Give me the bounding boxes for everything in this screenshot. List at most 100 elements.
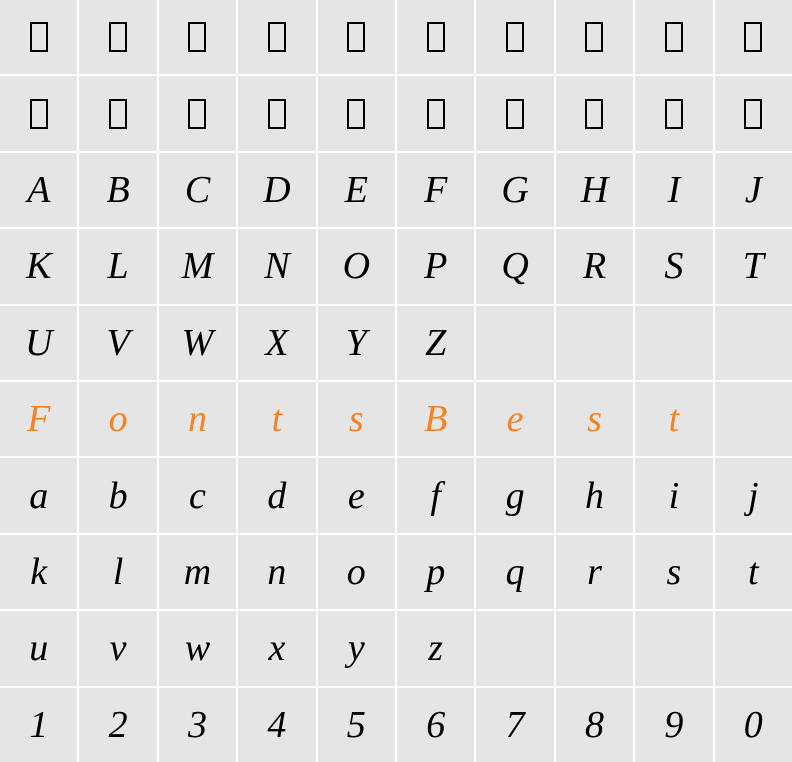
missing-glyph-icon — [268, 99, 286, 129]
glyph-cell: S — [635, 229, 712, 303]
missing-glyph-icon — [506, 22, 524, 52]
glyph-cell: t — [715, 535, 792, 609]
missing-glyph-icon — [744, 99, 762, 129]
glyph-char: C — [185, 168, 210, 212]
missing-glyph-icon — [268, 22, 286, 52]
glyph-cell — [476, 76, 553, 150]
glyph-cell — [715, 382, 792, 456]
missing-glyph-icon — [427, 99, 445, 129]
glyph-char-accent: t — [669, 397, 680, 441]
glyph-char: w — [185, 626, 210, 670]
glyph-char: o — [347, 550, 366, 594]
glyph-cell — [476, 306, 553, 380]
glyph-cell: o — [79, 382, 156, 456]
glyph-char: g — [506, 474, 525, 518]
glyph-char-accent: B — [424, 397, 447, 441]
glyph-cell — [715, 76, 792, 150]
glyph-cell — [635, 76, 712, 150]
glyph-char: Z — [425, 321, 446, 365]
glyph-cell — [0, 76, 77, 150]
missing-glyph-icon — [347, 99, 365, 129]
glyph-cell — [159, 0, 236, 74]
glyph-char-accent: t — [272, 397, 283, 441]
glyph-cell: i — [635, 458, 712, 532]
glyph-char: 3 — [188, 703, 207, 747]
glyph-cell: m — [159, 535, 236, 609]
glyph-char: a — [29, 474, 48, 518]
glyph-cell: C — [159, 153, 236, 227]
missing-glyph-icon — [109, 99, 127, 129]
glyph-cell: 6 — [397, 688, 474, 762]
glyph-cell: y — [318, 611, 395, 685]
missing-glyph-icon — [109, 22, 127, 52]
glyph-cell: l — [79, 535, 156, 609]
missing-glyph-icon — [585, 22, 603, 52]
glyph-cell: h — [556, 458, 633, 532]
glyph-cell: q — [476, 535, 553, 609]
glyph-cell — [556, 306, 633, 380]
glyph-char: S — [664, 244, 683, 288]
glyph-char: 8 — [585, 703, 604, 747]
missing-glyph-icon — [665, 99, 683, 129]
glyph-char: l — [113, 550, 124, 594]
glyph-cell: k — [0, 535, 77, 609]
glyph-char: V — [106, 321, 129, 365]
glyph-char-accent: e — [507, 397, 524, 441]
glyph-char: B — [106, 168, 129, 212]
glyph-char: O — [343, 244, 370, 288]
glyph-char: L — [108, 244, 129, 288]
glyph-char-accent: s — [349, 397, 364, 441]
glyph-char: k — [30, 550, 47, 594]
glyph-char: t — [748, 550, 759, 594]
glyph-char: e — [348, 474, 365, 518]
glyph-cell: A — [0, 153, 77, 227]
glyph-cell — [0, 0, 77, 74]
glyph-char: Y — [346, 321, 367, 365]
glyph-cell: F — [397, 153, 474, 227]
glyph-cell: K — [0, 229, 77, 303]
glyph-char: G — [501, 168, 528, 212]
glyph-cell: e — [476, 382, 553, 456]
glyph-cell: s — [556, 382, 633, 456]
glyph-char: d — [267, 474, 286, 518]
missing-glyph-icon — [30, 22, 48, 52]
glyph-char: p — [426, 550, 445, 594]
missing-glyph-icon — [30, 99, 48, 129]
glyph-char: 2 — [109, 703, 128, 747]
glyph-char-accent: F — [27, 397, 50, 441]
missing-glyph-icon — [347, 22, 365, 52]
glyph-cell — [476, 611, 553, 685]
glyph-cell: r — [556, 535, 633, 609]
glyph-cell: 0 — [715, 688, 792, 762]
glyph-cell: F — [0, 382, 77, 456]
glyph-cell: V — [79, 306, 156, 380]
glyph-cell — [318, 0, 395, 74]
glyph-char: m — [184, 550, 211, 594]
glyph-cell: T — [715, 229, 792, 303]
glyph-char: U — [25, 321, 52, 365]
glyph-char-accent: n — [188, 397, 207, 441]
glyph-char: v — [110, 626, 127, 670]
glyph-cell — [635, 611, 712, 685]
glyph-char: T — [743, 244, 764, 288]
glyph-char: n — [267, 550, 286, 594]
glyph-char-accent: o — [109, 397, 128, 441]
glyph-char: F — [424, 168, 447, 212]
glyph-char: R — [583, 244, 606, 288]
glyph-cell: z — [397, 611, 474, 685]
glyph-cell: t — [635, 382, 712, 456]
glyph-char: D — [263, 168, 290, 212]
glyph-cell — [715, 306, 792, 380]
glyph-char: N — [264, 244, 289, 288]
glyph-cell: N — [238, 229, 315, 303]
glyph-char: 7 — [506, 703, 525, 747]
missing-glyph-icon — [427, 22, 445, 52]
glyph-cell — [715, 611, 792, 685]
glyph-cell: g — [476, 458, 553, 532]
glyph-cell: v — [79, 611, 156, 685]
glyph-cell — [635, 306, 712, 380]
glyph-cell: 8 — [556, 688, 633, 762]
glyph-cell: B — [397, 382, 474, 456]
glyph-cell: f — [397, 458, 474, 532]
glyph-cell — [159, 76, 236, 150]
